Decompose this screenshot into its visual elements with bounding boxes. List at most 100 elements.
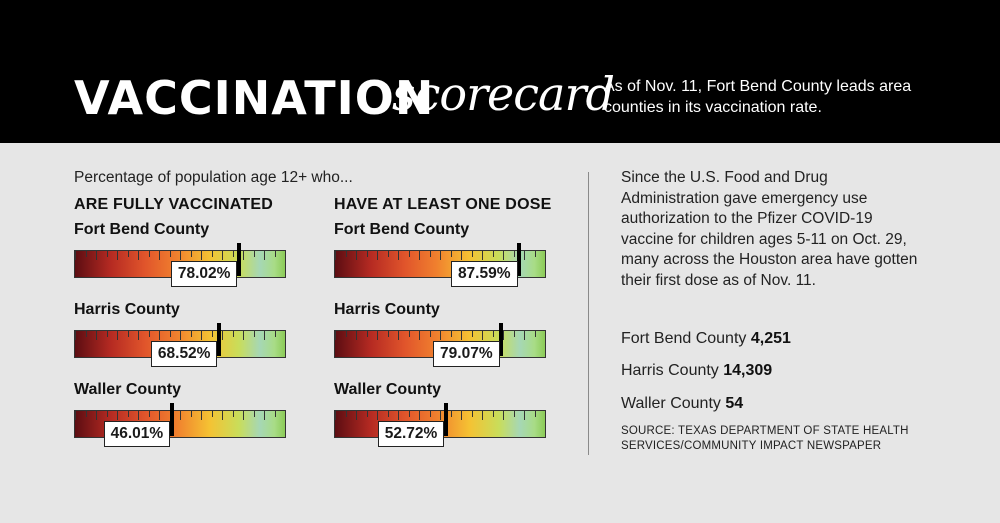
divider [588,172,589,455]
gauge-tick [471,251,473,257]
gauge-tick [117,411,118,420]
gauge-tick [482,331,483,340]
gauge-tick [471,411,473,417]
gauge-tick [159,251,160,260]
dose-row-fort-bend: Fort Bend County 4,251 [621,330,791,348]
gauge-tick [440,251,441,260]
gauge-tick [75,411,76,420]
sidebar-text: Since the U.S. Food and Drug Administrat… [621,169,918,289]
gauge-tick [127,331,129,337]
intro-text: Percentage of population age 12+ who... [74,169,353,186]
gauge-bar: 46.01% [74,403,286,447]
gauge-tick [387,251,389,257]
gauge-tick [96,251,97,260]
gauge-bar: 78.02% [74,243,286,287]
gauge-tick [106,331,108,337]
gauge-bar: 52.72% [334,403,546,447]
gauge-tick [366,411,368,417]
gauge-tick [335,251,336,260]
gauge-tick [492,331,494,337]
gauge-tick [534,251,536,257]
gauge-tick [545,251,546,260]
gauge-tick [429,411,431,417]
gauge-tick [335,411,336,420]
gauge-tick [450,411,452,417]
gauge-tick [356,251,357,260]
gauge-marker [516,243,521,276]
gauge-tick [440,411,441,420]
gauge-tick [524,331,525,340]
gauge-tick [545,331,546,340]
gauge-tick [398,251,399,260]
gauge-tick [106,251,108,257]
gauge-tick [345,251,347,257]
gauge-tick [243,331,244,340]
dose-county: Fort Bend County [621,330,751,347]
dose-county: Harris County [621,362,724,379]
gauge-tick [222,251,223,260]
header-banner: VACCINATION scorecard As of Nov. 11, For… [0,0,1000,143]
gauge-tick [274,251,276,257]
gauge-tick [75,251,76,260]
gauge-tick [503,331,504,340]
gauge-tick [429,331,431,337]
gauge-tick [419,411,420,420]
header-subtitle: As of Nov. 11, Fort Bend County leads ar… [604,78,912,116]
gauge-tick [513,251,515,257]
gauge-bar: 79.07% [334,323,546,367]
gauge-tick [524,411,525,420]
gauge-tick [232,251,234,257]
dose-value: 14,309 [723,362,773,379]
gauge-tick [222,331,223,340]
gauge-tick [211,331,213,337]
gauge-tick [461,411,462,420]
gauge-tick [180,251,181,260]
gauge-tick [408,251,410,257]
gauge-tick [169,331,171,337]
gauge-tick [85,411,87,417]
value-label: 79.07% [433,341,500,367]
gauge-tick [471,331,473,337]
gauge-tick [96,411,97,420]
dose-county: Waller County [621,395,726,412]
gauge-tick [285,331,286,340]
gauge-tick [117,251,118,260]
gauge-tick [377,251,378,260]
gauge-tick [148,411,150,417]
gauge-tick [482,411,483,420]
gauge-tick [408,411,410,417]
gauge-tick [253,331,255,337]
title-script: scorecard [392,67,615,121]
gauge-tick [201,411,202,420]
county-label: Fort Bend County [334,221,470,238]
gauge-tick [211,411,213,417]
gauge-tick [387,411,389,417]
gauge-marker [443,403,448,436]
gauge-tick [387,331,389,337]
gauge-tick [201,331,202,340]
gauge-tick [138,251,139,260]
gauge-tick [201,251,202,260]
gauge-tick [211,251,213,257]
gauge-tick [243,411,244,420]
gauge-tick [127,251,129,257]
gauge-tick [450,331,452,337]
gauge-tick [545,411,546,420]
gauge-tick [222,411,223,420]
gauge-tick [148,331,150,337]
gauge-tick [96,331,97,340]
gauge-marker [499,323,504,356]
gauge-tick [243,251,244,260]
gauge-tick [492,411,494,417]
value-label: 46.01% [103,421,171,447]
county-label: Fort Bend County [74,221,210,238]
gauge-tick [253,411,255,417]
gauge-tick [534,331,536,337]
gauge-tick [503,411,504,420]
gauge-tick [285,411,286,420]
value-label: 52.72% [377,421,445,447]
gauge-tick [461,251,462,260]
gauge-tick [232,331,234,337]
gauge-tick [75,331,76,340]
gauge-tick [492,251,494,257]
